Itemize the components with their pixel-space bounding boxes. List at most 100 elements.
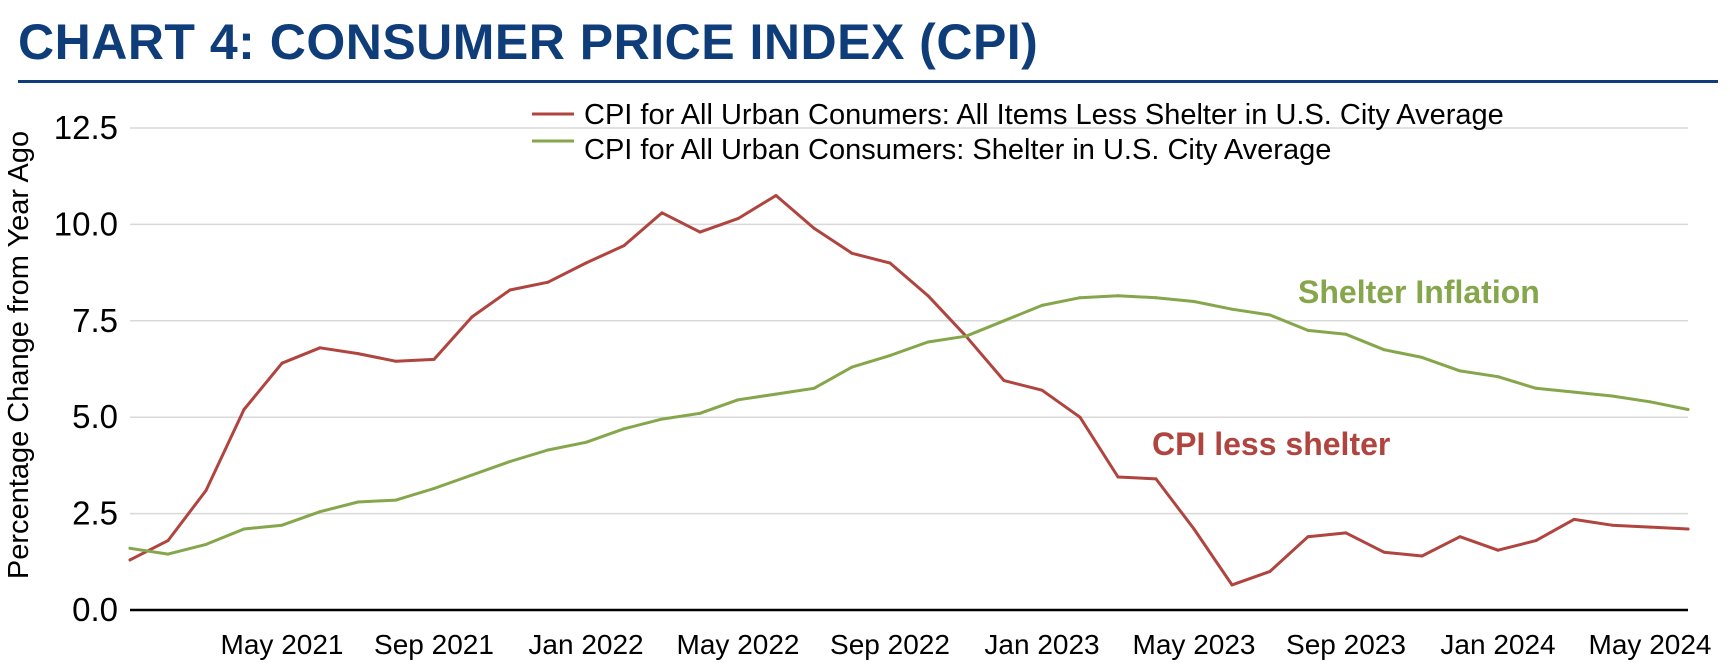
- x-tick-label: Sep 2022: [830, 629, 950, 660]
- data-point-cpi_less_shelter: [1648, 525, 1652, 529]
- data-point-cpi_less_shelter: [1610, 523, 1614, 527]
- data-point-cpi_less_shelter: [1420, 554, 1424, 558]
- data-point-shelter: [1458, 369, 1462, 373]
- data-point-cpi_less_shelter: [1686, 527, 1690, 531]
- data-point-shelter: [1648, 400, 1652, 404]
- data-point-cpi_less_shelter: [926, 294, 930, 298]
- y-tick-labels: 0.0 2.5 5.0 7.5 10.0 12.5: [54, 109, 118, 628]
- data-point-cpi_less_shelter: [1496, 548, 1500, 552]
- data-point-cpi_less_shelter: [1458, 535, 1462, 539]
- data-point-cpi_less_shelter: [1154, 477, 1158, 481]
- data-point-cpi_less_shelter: [280, 361, 284, 365]
- data-point-shelter: [736, 398, 740, 402]
- y-tick-label: 10.0: [54, 205, 118, 242]
- data-point-cpi_less_shelter: [470, 315, 474, 319]
- data-point-cpi_less_shelter: [166, 539, 170, 543]
- data-point-shelter: [1116, 294, 1120, 298]
- annotation-shelter-inflation: Shelter Inflation: [1298, 274, 1540, 310]
- data-point-cpi_less_shelter: [1344, 531, 1348, 535]
- data-point-cpi_less_shelter: [1268, 569, 1272, 573]
- x-tick-label: Sep 2021: [374, 629, 494, 660]
- data-point-cpi_less_shelter: [1230, 583, 1234, 587]
- data-point-cpi_less_shelter: [508, 288, 512, 292]
- annotation-cpi-less-shelter: CPI less shelter: [1152, 426, 1390, 462]
- data-point-shelter: [660, 417, 664, 421]
- x-tick-labels: May 2021 Sep 2021 Jan 2022 May 2022 Sep 2022…: [221, 629, 1712, 660]
- data-point-cpi_less_shelter: [888, 261, 892, 265]
- data-point-cpi_less_shelter: [1534, 539, 1538, 543]
- data-point-shelter: [1420, 355, 1424, 359]
- chart-title: CHART 4: CONSUMER PRICE INDEX (CPI): [18, 14, 1039, 70]
- data-point-shelter: [1002, 319, 1006, 323]
- data-point-cpi_less_shelter: [204, 488, 208, 492]
- data-point-shelter: [926, 340, 930, 344]
- data-point-shelter: [698, 411, 702, 415]
- series-line-cpi_less_shelter: [128, 194, 1690, 587]
- data-point-cpi_less_shelter: [584, 261, 588, 265]
- title-rule: [18, 80, 1718, 83]
- y-tick-label: 5.0: [72, 398, 118, 435]
- data-point-shelter: [1534, 386, 1538, 390]
- data-point-shelter: [1078, 296, 1082, 300]
- data-point-shelter: [204, 542, 208, 546]
- data-point-cpi_less_shelter: [1382, 550, 1386, 554]
- data-point-cpi_less_shelter: [1078, 415, 1082, 419]
- data-point-cpi_less_shelter: [698, 230, 702, 234]
- data-point-shelter: [394, 498, 398, 502]
- y-tick-label: 12.5: [54, 109, 118, 146]
- legend-label-cpi-less-shelter: CPI for All Urban Conumers: All Items Le…: [584, 99, 1504, 131]
- data-point-shelter: [128, 546, 132, 550]
- series-lines: [128, 193, 1690, 587]
- y-tick-label: 0.0: [72, 591, 118, 628]
- data-point-shelter: [1040, 303, 1044, 307]
- x-tick-label: May 2021: [221, 629, 344, 660]
- data-point-shelter: [1268, 313, 1272, 317]
- x-tick-label: May 2024: [1589, 629, 1712, 660]
- data-point-shelter: [888, 354, 892, 358]
- data-point-shelter: [280, 523, 284, 527]
- data-point-shelter: [432, 487, 436, 491]
- data-point-cpi_less_shelter: [850, 251, 854, 255]
- data-point-shelter: [622, 427, 626, 431]
- data-point-shelter: [1496, 375, 1500, 379]
- data-point-cpi_less_shelter: [128, 558, 132, 562]
- data-point-cpi_less_shelter: [1572, 517, 1576, 521]
- data-point-cpi_less_shelter: [622, 244, 626, 248]
- data-point-shelter: [774, 392, 778, 396]
- legend-label-shelter: CPI for All Urban Consumers: Shelter in …: [584, 134, 1331, 166]
- x-tick-label: Sep 2023: [1286, 629, 1406, 660]
- y-tick-label: 7.5: [72, 302, 118, 339]
- data-point-cpi_less_shelter: [1040, 388, 1044, 392]
- data-point-shelter: [1306, 328, 1310, 332]
- data-point-shelter: [584, 440, 588, 444]
- data-point-cpi_less_shelter: [318, 346, 322, 350]
- data-point-shelter: [1610, 394, 1614, 398]
- data-point-shelter: [1382, 348, 1386, 352]
- data-point-shelter: [850, 365, 854, 369]
- legend: CPI for All Urban Conumers: All Items Le…: [532, 99, 1504, 166]
- series-shelter: [128, 294, 1690, 556]
- data-point-cpi_less_shelter: [1002, 379, 1006, 383]
- data-point-shelter: [470, 473, 474, 477]
- x-tick-label: Jan 2023: [984, 629, 1099, 660]
- data-point-shelter: [1192, 300, 1196, 304]
- x-tick-label: May 2022: [677, 629, 800, 660]
- data-point-shelter: [508, 460, 512, 464]
- data-point-shelter: [1686, 407, 1690, 411]
- x-tick-label: Jan 2022: [528, 629, 643, 660]
- data-point-cpi_less_shelter: [812, 226, 816, 230]
- data-point-shelter: [242, 527, 246, 531]
- data-point-shelter: [1344, 332, 1348, 336]
- data-point-cpi_less_shelter: [1306, 535, 1310, 539]
- data-point-cpi_less_shelter: [1192, 527, 1196, 531]
- data-point-cpi_less_shelter: [774, 193, 778, 197]
- data-point-cpi_less_shelter: [660, 211, 664, 215]
- gridlines: [130, 127, 1688, 515]
- data-point-shelter: [356, 500, 360, 504]
- data-point-shelter: [1230, 307, 1234, 311]
- data-point-shelter: [1154, 296, 1158, 300]
- data-point-shelter: [166, 552, 170, 556]
- x-tick-label: May 2023: [1133, 629, 1256, 660]
- data-point-cpi_less_shelter: [242, 407, 246, 411]
